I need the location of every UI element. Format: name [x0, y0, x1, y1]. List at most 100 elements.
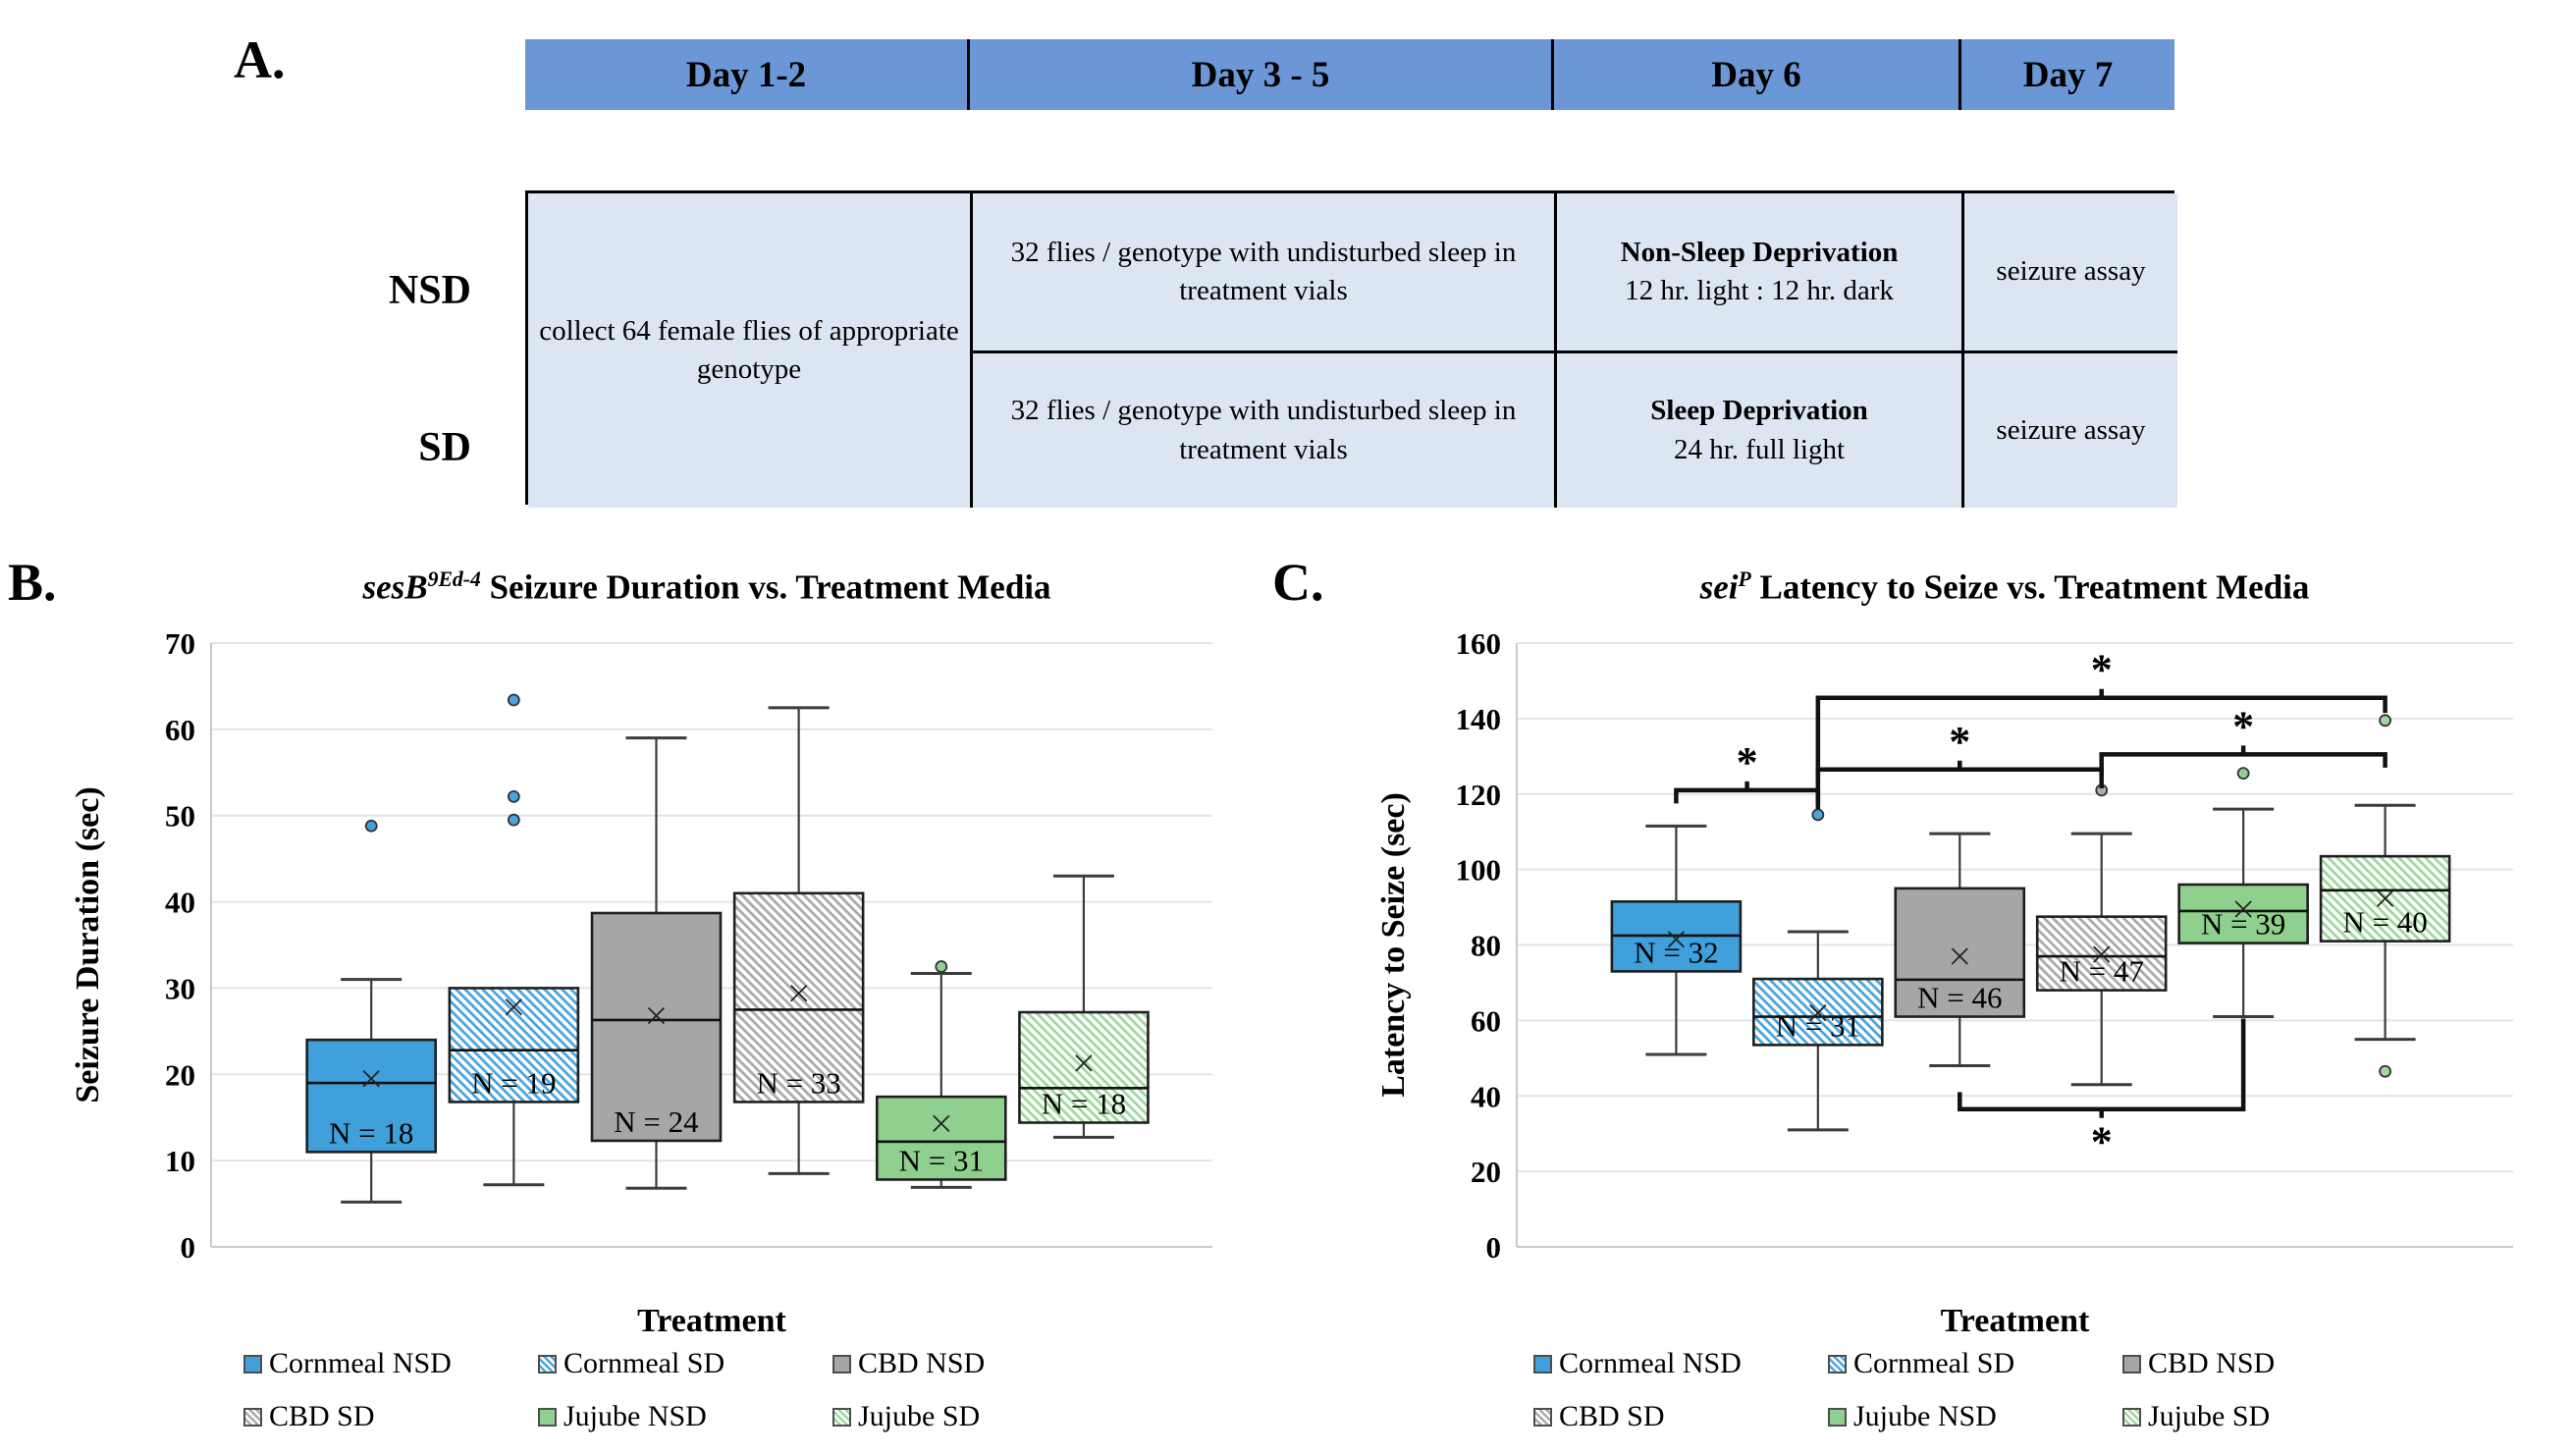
box-cornmeal-nsd: N = 32	[1610, 824, 1743, 1056]
mean-marker	[2093, 945, 2111, 963]
legend-item-jujube-nsd: Jujube NSD	[1828, 1400, 2122, 1433]
legend-item-cornmeal-nsd: Cornmeal NSD	[1533, 1347, 1828, 1380]
box-jujube-nsd: N = 39	[2177, 767, 2309, 1019]
panel-c-title-gene: sei	[1699, 567, 1739, 607]
outlier-point	[935, 960, 948, 973]
timeline-header-day6: Day 6	[1551, 39, 1959, 110]
legend-item-cbd-nsd: CBD NSD	[2122, 1347, 2417, 1380]
legend-label: Cornmeal NSD	[269, 1347, 452, 1379]
y-tick-label: 40	[165, 886, 195, 920]
n-count-label: N = 33	[756, 1065, 840, 1100]
y-tick-label: 10	[165, 1144, 195, 1178]
box-cornmeal-sd: N = 19	[448, 693, 580, 1187]
n-count-label: N = 31	[899, 1143, 984, 1177]
n-count-label: N = 46	[1917, 981, 2002, 1015]
iqr-box	[1894, 887, 2026, 1018]
cell-sd-day6-title: Sleep Deprivation	[1650, 395, 1868, 427]
legend-item-cornmeal-sd: Cornmeal SD	[538, 1347, 832, 1380]
cell-nsd-day6: Non-Sleep Deprivation 12 hr. light : 12 …	[1554, 193, 1961, 350]
n-count-label: N = 32	[1634, 935, 1718, 969]
y-tick-label: 30	[165, 971, 195, 1005]
mean-marker	[1809, 1004, 1827, 1022]
legend-item-cbd-sd: CBD SD	[243, 1400, 538, 1433]
legend-item-jujube-sd: Jujube SD	[2122, 1400, 2417, 1433]
outlier-point	[507, 789, 520, 803]
mean-marker	[647, 1006, 666, 1025]
iqr-box	[590, 911, 723, 1143]
legend-swatch-icon	[538, 1354, 557, 1374]
outlier-point	[507, 693, 520, 707]
outlier-point	[2236, 767, 2250, 781]
legend-swatch-icon	[832, 1407, 851, 1427]
cell-nsd-day3-5: 32 flies / genotype with undisturbed sle…	[970, 193, 1554, 350]
seizure-duration-boxplot: 0 10 20 30 40 50 60 70 Treatment Seizure Duration…	[70, 626, 1212, 1339]
x-axis-title: Treatment	[1941, 1303, 2090, 1339]
mean-marker	[1667, 931, 1686, 948]
bracket-line	[1815, 695, 2388, 804]
legend-item-cbd-sd: CBD SD	[1533, 1400, 1828, 1433]
outlier-point	[1811, 808, 1825, 822]
mean-marker	[1951, 947, 1968, 965]
n-count-label: N = 40	[2342, 905, 2427, 940]
bracket-line	[1958, 1018, 2246, 1111]
legend-swatch-icon	[1533, 1354, 1552, 1374]
cell-sd-day7: seizure assay	[1961, 350, 2177, 508]
y-tick-label: 0	[1486, 1230, 1502, 1265]
n-count-label: N = 24	[614, 1105, 699, 1139]
mean-marker	[790, 985, 808, 1002]
iqr-box	[305, 1038, 437, 1154]
iqr-box	[2177, 883, 2309, 944]
significance-star: *	[2232, 702, 2254, 750]
y-tick-label: 60	[165, 713, 195, 747]
panel-c-label: C.	[1272, 553, 1324, 612]
legend-label: CBD NSD	[858, 1347, 986, 1379]
panel-c-legend: Cornmeal NSD Cornmeal SD CBD NSD CBD SD Juju…	[1533, 1347, 2417, 1433]
timeline-table-body: collect 64 female flies of appropriate g…	[525, 190, 2177, 508]
timeline-header-day3-5: Day 3 - 5	[967, 39, 1551, 110]
legend-label: Jujube SD	[858, 1400, 981, 1432]
legend-swatch-icon	[1828, 1354, 1847, 1374]
latency-to-seize-boxplot: 0 20 40 60 80 100 120 140 160 Treatment Latency to…	[1375, 626, 2513, 1339]
cell-sd-day6-sub: 24 hr. full light	[1674, 433, 1845, 465]
box-cbd-nsd: N = 46	[1894, 832, 2026, 1067]
panel-b-title: sesB9Ed-4 Seizure Duration vs. Treatment…	[226, 567, 1188, 608]
legend-swatch-icon	[243, 1407, 262, 1427]
significance-bracket: *	[1815, 646, 2388, 804]
significance-bracket: *	[1958, 1018, 2246, 1166]
row-label-sd: SD	[418, 425, 471, 470]
y-tick-label: 20	[1471, 1155, 1501, 1189]
legend-swatch-icon	[832, 1354, 851, 1374]
legend-item-jujube-nsd: Jujube NSD	[538, 1400, 832, 1433]
panel-b-legend: Cornmeal NSD Cornmeal SD CBD NSD CBD SD Juju…	[243, 1347, 1127, 1433]
outlier-point	[507, 813, 520, 827]
significance-bracket: *	[2099, 702, 2388, 778]
timeline-header-day1-2: Day 1-2	[525, 39, 967, 110]
cell-nsd-day6-sub: 12 hr. light : 12 hr. dark	[1625, 275, 1894, 306]
n-count-label: N = 19	[471, 1065, 556, 1100]
box-cornmeal-nsd: N = 18	[305, 819, 437, 1204]
box-cbd-nsd: N = 24	[590, 736, 723, 1190]
outlier-point	[364, 819, 378, 833]
y-axis-title: Seizure Duration (sec)	[70, 786, 106, 1103]
mean-marker	[933, 1114, 950, 1133]
box-cornmeal-sd: N = 31	[1752, 808, 1884, 1132]
cell-sd-day3-5: 32 flies / genotype with undisturbed sle…	[970, 350, 1554, 508]
legend-swatch-icon	[538, 1407, 557, 1427]
iqr-box	[875, 1095, 1007, 1181]
significance-star: *	[2091, 646, 2113, 694]
bracket-line	[1815, 767, 2104, 788]
legend-label: Jujube SD	[2148, 1400, 2271, 1432]
outlier-point	[2379, 1064, 2391, 1078]
y-tick-label: 20	[165, 1057, 195, 1092]
panel-b-title-rest: Seizure Duration vs. Treatment Media	[489, 567, 1051, 607]
cell-collect-flies: collect 64 female flies of appropriate g…	[528, 193, 970, 508]
timeline-header-row: Day 1-2 Day 3 - 5 Day 6 Day 7	[525, 39, 2174, 110]
y-tick-label: 140	[1456, 702, 1502, 736]
legend-label: Cornmeal SD	[564, 1347, 725, 1379]
timeline-header-day7: Day 7	[1959, 39, 2174, 110]
legend-label: CBD SD	[1559, 1400, 1665, 1432]
n-count-label: N = 18	[329, 1115, 413, 1150]
box-jujube-sd: N = 40	[2319, 714, 2451, 1078]
legend-item-cbd-nsd: CBD NSD	[832, 1347, 1127, 1380]
significance-star: *	[1949, 718, 1970, 766]
